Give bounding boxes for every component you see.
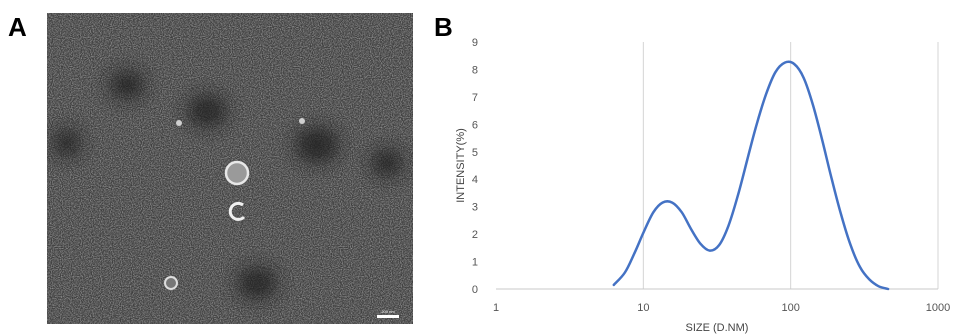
x-tick-label-1000: 1000 xyxy=(926,302,950,314)
x-axis-title: SIZE (D.NM) xyxy=(686,322,749,334)
tem-vesicles xyxy=(164,118,305,290)
tem-dark-regions xyxy=(53,71,403,299)
scale-bar xyxy=(377,315,399,318)
intensity-series-line xyxy=(612,60,890,291)
y-tick-label-7: 7 xyxy=(472,92,478,104)
y-tick-label-9: 9 xyxy=(472,37,478,49)
panel-a-label: A xyxy=(8,12,27,42)
panel-b-label: B xyxy=(434,12,453,42)
y-tick-label-2: 2 xyxy=(472,229,478,241)
y-tick-label-1: 1 xyxy=(472,257,478,269)
y-tick-label-6: 6 xyxy=(472,119,478,131)
y-tick-label-4: 4 xyxy=(472,174,478,186)
tem-micrograph: 200 nm xyxy=(47,13,413,324)
y-tick-label-5: 5 xyxy=(472,147,478,159)
y-tick-label-8: 8 xyxy=(472,64,478,76)
y-tick-label-0: 0 xyxy=(472,284,478,296)
x-tick-labels: 1 10 100 1000 xyxy=(493,302,950,314)
chart-gridlines xyxy=(642,42,939,289)
x-tick-label-10: 10 xyxy=(637,302,649,314)
y-tick-labels: 0 1 2 3 4 5 6 7 8 9 xyxy=(472,37,478,296)
dls-chart: 1 10 100 1000 0 1 2 3 4 5 6 7 8 9 SIZE (D.NM) INTENS… xyxy=(455,37,950,334)
x-tick-label-100: 100 xyxy=(781,302,799,314)
y-axis-title: INTENSITY(%) xyxy=(455,128,467,203)
y-tick-label-3: 3 xyxy=(472,202,478,214)
x-tick-label-1: 1 xyxy=(493,302,499,314)
scale-bar-label: 200 nm xyxy=(381,309,395,314)
